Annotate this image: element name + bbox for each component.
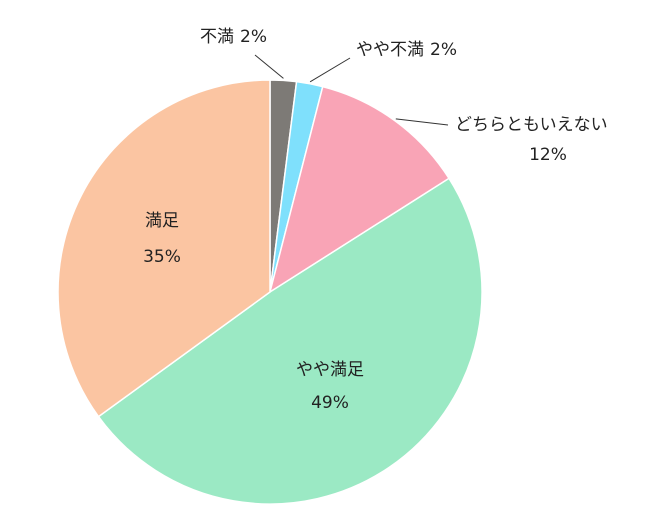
slice-manzoku — [57, 79, 271, 418]
pie-slices — [57, 79, 483, 505]
label-fuman-name: 不満 — [200, 27, 234, 47]
label-fuman-pct: 2% — [240, 27, 267, 47]
label-manzoku-pct: 35% — [143, 247, 181, 267]
label-yaya-fuman-pct: 2% — [430, 40, 457, 60]
slice-dochira — [268, 85, 451, 294]
leader-fuman — [254, 54, 284, 79]
leader-dochira — [395, 118, 449, 126]
label-dochira-name: どちらともいえない — [455, 115, 608, 135]
label-yaya-fuman: やや不満 2% — [356, 40, 457, 60]
label-yaya-manzoku-pct: 49% — [311, 393, 349, 413]
label-yaya-fuman-name: やや不満 — [356, 40, 424, 60]
leader-yaya-fuman — [309, 57, 351, 83]
label-dochira-pct: 12% — [529, 145, 567, 165]
slice-yaya-manzoku — [97, 177, 483, 505]
leader-lines — [254, 54, 449, 126]
label-fuman: 不満 2% — [200, 27, 267, 47]
label-manzoku-name: 満足 — [145, 211, 179, 231]
label-yaya-manzoku-name: やや満足 — [296, 360, 364, 380]
